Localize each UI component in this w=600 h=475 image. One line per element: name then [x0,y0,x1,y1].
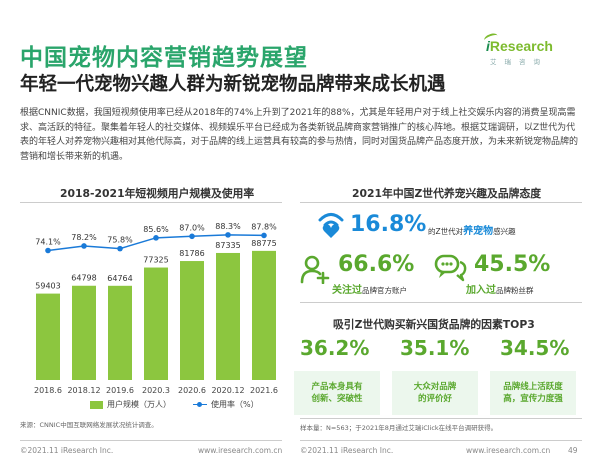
top3-box-1-line1: 产品本身具有 [311,382,363,392]
bar-2021.6 [252,250,276,380]
usage-rate-label: 87.0% [179,223,205,232]
usage-rate-point [261,232,267,239]
stat1-highlight: 养宠物 [463,226,494,237]
stat-fan-group-desc: 加入过品牌粉丝群 [466,281,534,296]
top3-box-3-line1: 品牌线上活跃度 [503,382,563,392]
footer-rule-right [300,440,582,441]
right-mid-rule [300,302,582,303]
logo-brand-i: i [486,38,490,54]
right-panel-title: 2021年中国Z世代养宠兴趣及品牌态度 [352,187,542,200]
top3-box-3-line2: 高，宣传力度强 [503,394,563,404]
stat-follow-official-desc: 关注过品牌官方账户 [332,281,407,296]
usage-rate-label: 78.2% [71,233,97,242]
footer-copyright-right: ©2021.11 iResearch Inc. [300,446,394,455]
stat1-post: 感兴趣 [493,227,516,236]
bar-value-label: 88775 [251,239,276,248]
users-usage-chart: 59403 2018.6 64798 2018.12 64764 2019.6 77325 2… [34,222,278,395]
x-tick-label: 2021.6 [250,386,278,395]
usage-rate-label: 85.6% [143,225,169,234]
stat-pet-interest-value: 16.8% [350,212,427,237]
page-subtitle: 年轻一代宠物兴趣人群为新锐宠物品牌带来成长机遇 [20,74,446,95]
usage-rate-point [225,232,231,238]
footer-url-right[interactable]: www.iresearch.com.cn [466,446,551,455]
x-tick-label: 2019.6 [106,386,134,395]
user-add-icon [300,255,330,284]
x-tick-label: 2020.6 [178,386,206,395]
bar-value-label: 59403 [35,282,60,291]
top3-box-1: 产品本身具有 创新、突破性 [294,371,380,415]
bar-2020.6 [180,261,204,380]
usage-rate-label: 87.8% [251,222,277,231]
bar-value-label: 64798 [71,274,96,283]
logo-brand: iResearch [486,38,566,54]
left-source-note: 来源：CNNIC中国互联网络发展状况统计调查。 [20,421,158,429]
stat3-post: 品牌粉丝群 [496,286,534,295]
top3-value-3: 34.5% [500,336,570,360]
x-tick-label: 2020.12 [211,386,244,395]
usage-rate-point [153,235,159,241]
bar-value-label: 77325 [143,256,168,265]
legend-line-label: 使用率（%） [211,400,259,409]
stat-follow-official-value: 66.6% [338,252,415,277]
bar-value-label: 81786 [179,249,204,258]
right-bottom-rule [300,418,582,419]
page-title: 中国宠物内容营销趋势展望 [20,45,308,71]
bar-2020.12 [216,252,240,380]
chart-legend: 用户规模（万人） 使用率（%） [90,399,259,410]
legend-bar-swatch [90,400,103,409]
top3-box-2: 大众对品牌 的评价好 [392,371,478,415]
stat1-pre: 的Z世代对 [428,227,464,236]
stat2-post: 品牌官方账户 [362,286,407,295]
left-title-rule [20,202,282,203]
x-tick-label: 2020.3 [142,386,170,395]
usage-rate-point [45,247,51,254]
footer-rule-left [20,440,282,441]
top3-box-2-line2: 的评价好 [417,394,452,404]
stat-fan-group-value: 45.5% [474,252,551,277]
bar-2018.12 [72,285,96,380]
usage-rate-point [189,233,195,240]
usage-rate-label: 75.8% [107,236,133,245]
usage-rate-label: 74.1% [35,237,61,246]
bar-2019.6 [108,285,132,380]
top3-value-1: 36.2% [300,336,370,360]
wifi-heart-icon [318,213,344,238]
footer-url-left[interactable]: www.iresearch.com.cn [198,446,283,455]
footer-copyright-left: ©2021.11 iResearch Inc. [20,446,114,455]
stat-pet-interest-desc: 的Z世代对养宠物感兴趣 [428,222,516,237]
page-number: 49 [568,446,578,455]
right-title-rule [300,202,582,203]
bar-value-label: 87335 [215,241,240,250]
usage-rate-label: 88.3% [215,222,241,231]
legend-bar-label: 用户规模（万人） [107,400,171,409]
intro-paragraph: 根据CNNIC数据，我国短视频使用率已经从2018年的74%上升到了2021年的… [20,108,579,162]
usage-rate-point [81,243,87,249]
right-source-note: 样本量：N=563；于2021年8月通过艾瑞iClick在线平台调研获得。 [300,424,498,432]
top3-value-2: 35.1% [400,336,470,360]
top3-box-2-line1: 大众对品牌 [413,382,457,392]
stat3-highlight: 加入过 [466,285,496,296]
bar-2020.3 [144,267,168,380]
stat2-highlight: 关注过 [332,285,362,296]
usage-rate-point [117,245,123,252]
x-tick-label: 2018.12 [67,386,100,395]
top3-box-1-line2: 创新、突破性 [311,394,363,404]
top3-box-3: 品牌线上活跃度 高，宣传力度强 [490,371,576,415]
x-tick-label: 2018.6 [34,386,62,395]
iresearch-logo: iResearch 艾瑞咨询 [483,31,566,72]
logo-brand-rest: Research [489,38,553,54]
chat-bubbles-icon [434,254,467,282]
bar-value-label: 64764 [107,274,132,283]
left-chart-title: 2018-2021年短视频用户规模及使用率 [60,187,255,200]
logo-cn: 艾瑞咨询 [490,58,548,66]
top3-title: 吸引Z世代购买新兴国货品牌的因素TOP3 [333,318,535,331]
legend-line-swatch [193,401,207,407]
bar-2018.6 [36,293,60,380]
